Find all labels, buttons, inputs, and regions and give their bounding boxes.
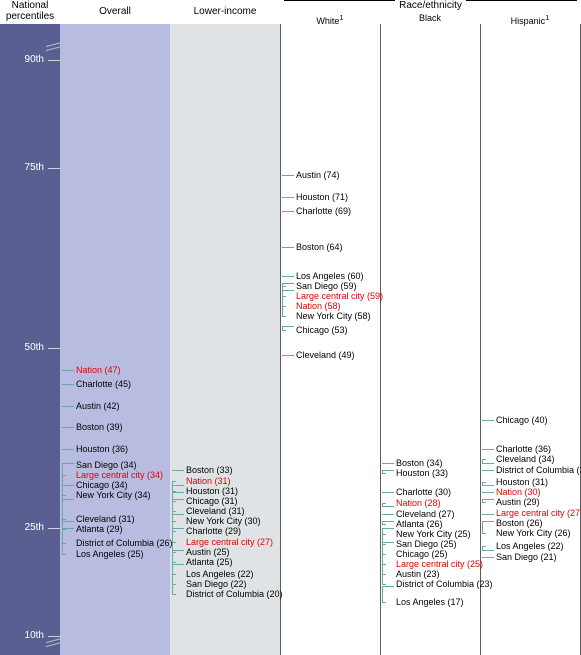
tick-90 <box>48 60 60 61</box>
entry-white-2: Charlotte (69) <box>296 206 351 216</box>
entry-black-10: Austin (23) <box>396 569 440 579</box>
entry-overall-5: San Diego (34) <box>76 460 137 470</box>
entry-overall-4: Houston (36) <box>76 444 128 454</box>
entry-lower-1: Nation (31) <box>186 476 231 486</box>
entry-white-0: Austin (74) <box>296 170 340 180</box>
hdr-axis-text: Nationalpercentiles <box>6 0 54 22</box>
entry-overall-2: Austin (42) <box>76 401 120 411</box>
hdr-white-text: White <box>316 16 339 26</box>
entry-hisp-9: New York City (26) <box>496 528 571 538</box>
tick-label-75: 75th <box>0 162 44 173</box>
hdr-white-sup: 1 <box>339 13 343 22</box>
hdr-axis: Nationalpercentiles <box>0 0 60 24</box>
hdr-hisp: Hispanic1 <box>480 12 580 36</box>
entry-overall-3: Boston (39) <box>76 422 123 432</box>
entry-overall-11: District of Columbia (26) <box>76 538 173 548</box>
entry-overall-6: Large central city (34) <box>76 470 163 480</box>
entry-hisp-7: Large central city (27) <box>496 508 581 518</box>
entry-lower-9: Atlanta (25) <box>186 557 233 567</box>
entry-white-4: Los Angeles (60) <box>296 271 364 281</box>
entry-white-3: Boston (64) <box>296 242 343 252</box>
entry-lower-4: Cleveland (31) <box>186 506 245 516</box>
tick-50 <box>48 348 60 349</box>
entry-hisp-6: Austin (29) <box>496 497 540 507</box>
entry-hisp-4: Houston (31) <box>496 477 548 487</box>
entry-black-8: Chicago (25) <box>396 549 448 559</box>
hdr-white: White1 <box>280 12 380 36</box>
axis-break-bottom <box>46 640 62 646</box>
entry-black-5: Atlanta (26) <box>396 519 443 529</box>
entry-white-7: Nation (58) <box>296 301 341 311</box>
entry-white-1: Houston (71) <box>296 192 348 202</box>
vborder-white <box>280 24 281 655</box>
tick-label-10: 10th <box>0 630 44 641</box>
entry-overall-12: Los Angeles (25) <box>76 549 144 559</box>
entry-black-4: Cleveland (27) <box>396 509 455 519</box>
axis-band <box>0 24 60 655</box>
entry-hisp-1: Charlotte (36) <box>496 444 551 454</box>
tick-label-50: 50th <box>0 342 44 353</box>
tick-10 <box>48 636 60 637</box>
entry-lower-8: Austin (25) <box>186 547 230 557</box>
hdr-race-group-text: Race/ethnicity <box>395 0 466 11</box>
hdr-hisp-sup: 1 <box>545 13 549 22</box>
entry-overall-7: Chicago (34) <box>76 480 128 490</box>
col-white-bg <box>280 24 380 655</box>
entry-lower-6: Charlotte (29) <box>186 526 241 536</box>
entry-white-6: Large central city (59) <box>296 291 383 301</box>
tick-25 <box>48 528 60 529</box>
entry-lower-0: Boston (33) <box>186 465 233 475</box>
vborder-black <box>380 24 381 655</box>
entry-hisp-10: Los Angeles (22) <box>496 541 564 551</box>
entry-black-11: District of Columbia (23) <box>396 579 493 589</box>
entry-black-9: Large central city (25) <box>396 559 483 569</box>
entry-lower-5: New York City (30) <box>186 516 261 526</box>
entry-overall-10: Atlanta (29) <box>76 524 123 534</box>
entry-lower-12: District of Columbia (20) <box>186 589 283 599</box>
entry-black-0: Boston (34) <box>396 458 443 468</box>
entry-overall-0: Nation (47) <box>76 365 121 375</box>
entry-black-3: Nation (28) <box>396 498 441 508</box>
entry-hisp-5: Nation (30) <box>496 487 541 497</box>
entry-black-12: Los Angeles (17) <box>396 597 464 607</box>
entry-lower-3: Chicago (31) <box>186 496 238 506</box>
entry-white-10: Cleveland (49) <box>296 350 355 360</box>
entry-lower-2: Houston (31) <box>186 486 238 496</box>
hdr-lower: Lower-income <box>170 0 280 24</box>
tick-75 <box>48 168 60 169</box>
entry-lower-11: San Diego (22) <box>186 579 247 589</box>
hdr-black: Black <box>380 12 480 36</box>
entry-lower-10: Los Angeles (22) <box>186 569 254 579</box>
entry-overall-9: Cleveland (31) <box>76 514 135 524</box>
entry-hisp-11: San Diego (21) <box>496 552 557 562</box>
hdr-hisp-text: Hispanic <box>511 16 546 26</box>
entry-white-5: San Diego (59) <box>296 281 357 291</box>
entry-hisp-2: Cleveland (34) <box>496 454 555 464</box>
tick-label-90: 90th <box>0 54 44 65</box>
entry-hisp-3: District of Columbia (33) <box>496 465 581 475</box>
entry-black-7: San Diego (25) <box>396 539 457 549</box>
entry-hisp-0: Chicago (40) <box>496 415 548 425</box>
entry-black-1: Houston (33) <box>396 468 448 478</box>
hdr-overall: Overall <box>60 0 170 24</box>
entry-hisp-8: Boston (26) <box>496 518 543 528</box>
entry-white-8: New York City (58) <box>296 311 371 321</box>
entry-overall-1: Charlotte (45) <box>76 379 131 389</box>
tick-label-25: 25th <box>0 522 44 533</box>
entry-black-6: New York City (25) <box>396 529 471 539</box>
axis-break-top <box>46 44 62 50</box>
entry-overall-8: New York City (34) <box>76 490 151 500</box>
entry-lower-7: Large central city (27) <box>186 537 273 547</box>
col-overall-bg <box>60 24 170 655</box>
entry-black-2: Charlotte (30) <box>396 487 451 497</box>
entry-white-9: Chicago (53) <box>296 325 348 335</box>
